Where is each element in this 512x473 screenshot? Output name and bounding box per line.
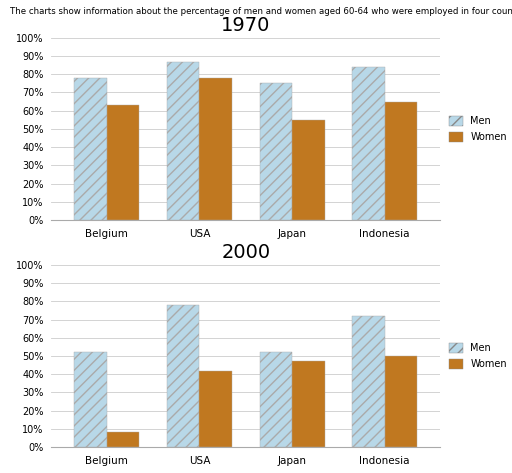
Bar xyxy=(352,67,385,220)
Bar xyxy=(260,352,292,447)
Bar xyxy=(167,305,200,447)
Bar xyxy=(167,61,200,220)
Legend: Men, Women: Men, Women xyxy=(449,343,507,369)
Bar xyxy=(107,105,139,220)
Bar xyxy=(74,352,107,447)
Text: The charts show information about the percentage of men and women aged 60-64 who: The charts show information about the pe… xyxy=(10,7,512,16)
Bar xyxy=(260,83,292,220)
Bar xyxy=(200,78,232,220)
Legend: Men, Women: Men, Women xyxy=(449,116,507,142)
Title: 1970: 1970 xyxy=(221,16,270,35)
Bar xyxy=(107,432,139,447)
Bar xyxy=(74,78,107,220)
Bar xyxy=(385,356,417,447)
Bar xyxy=(385,102,417,220)
Bar xyxy=(200,370,232,447)
Bar xyxy=(352,316,385,447)
Bar xyxy=(292,361,325,447)
Title: 2000: 2000 xyxy=(221,243,270,262)
Bar xyxy=(292,120,325,220)
